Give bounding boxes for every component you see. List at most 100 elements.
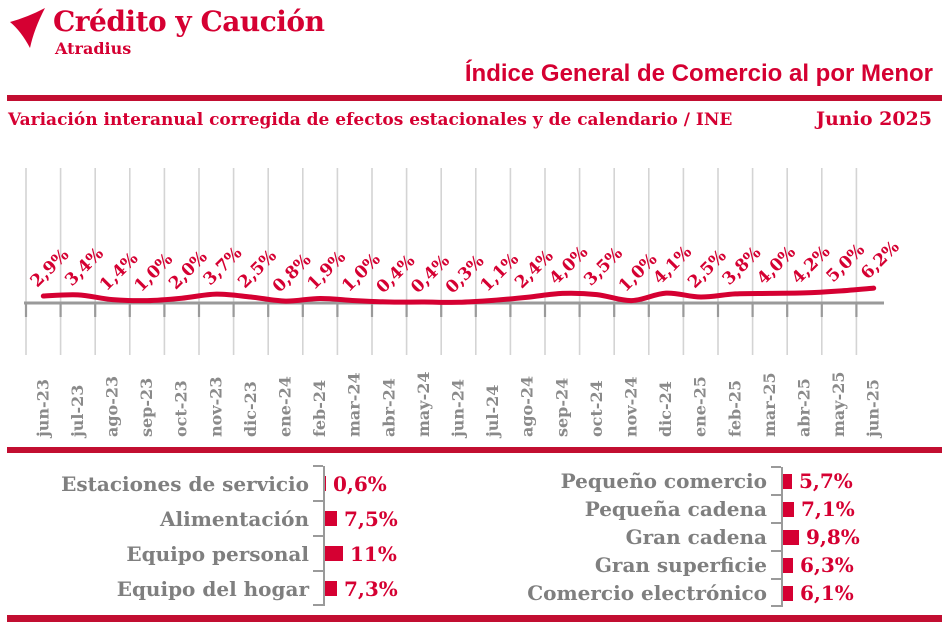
sector-bars-right: Pequeño comercio 5,7% Pequeña cadena 7,1% Gr… xyxy=(462,466,932,607)
data-label: 3,8% xyxy=(719,243,765,289)
sector-value: 7,1% xyxy=(801,497,855,521)
axis-tick xyxy=(771,466,781,468)
sector-value: 9,8% xyxy=(806,525,860,549)
sector-value: 7,5% xyxy=(344,506,398,531)
x-tick-label: jun-23 xyxy=(33,379,52,439)
sector-row: Gran superficie 6,3% xyxy=(462,550,932,579)
x-tick-label: jun-25 xyxy=(864,379,883,439)
logo-text: Crédito y Caución Atradius xyxy=(53,5,325,59)
sector-row: Pequeño comercio 5,7% xyxy=(462,466,932,495)
data-label: 4,0% xyxy=(753,242,799,288)
axis-tick xyxy=(771,578,781,580)
sector-value: 6,1% xyxy=(800,581,854,605)
bar-axis xyxy=(323,466,325,501)
sector-bar xyxy=(783,529,799,545)
bar-axis xyxy=(781,523,783,551)
axis-tick xyxy=(771,605,781,607)
sector-label: Estaciones de servicio xyxy=(61,471,309,496)
x-tick-label: feb-25 xyxy=(725,380,744,437)
axis-tick xyxy=(771,494,781,496)
divider-top xyxy=(7,95,942,101)
sector-row: Alimentación 7,5% xyxy=(8,500,478,536)
data-label: 6,2% xyxy=(857,237,903,283)
sector-label: Equipo personal xyxy=(126,541,309,566)
sector-label: Pequeño comercio xyxy=(560,469,767,493)
x-tick-label: oct-24 xyxy=(587,380,606,437)
data-label: 4,2% xyxy=(788,242,834,288)
x-tick-label: oct-23 xyxy=(172,380,191,437)
axis-tick xyxy=(771,550,781,552)
x-tick-label: jun-24 xyxy=(449,379,468,439)
sector-label: Gran cadena xyxy=(625,525,767,549)
x-tick-label: mar-24 xyxy=(345,372,364,437)
divider-bottom xyxy=(7,615,942,622)
sector-row: Pequeña cadena 7,1% xyxy=(462,494,932,523)
atradius-bird-icon xyxy=(10,8,45,48)
axis-tick xyxy=(313,604,323,606)
sector-value: 7,3% xyxy=(344,576,398,601)
chart-subtitle: Variación interanual corregida de efecto… xyxy=(8,110,733,130)
bar-axis xyxy=(781,551,783,579)
sector-row: Equipo personal 11% xyxy=(8,535,478,571)
sector-row: Comercio electrónico 6,1% xyxy=(462,578,932,607)
x-tick-label: may-25 xyxy=(829,372,848,438)
retail-index-line-chart: jun-23 jul-23 ago-23 sep-23 oct-23 nov-23 dic-… xyxy=(24,168,904,439)
sector-value: 5,7% xyxy=(799,469,853,493)
logo-subbrand: Atradius xyxy=(55,39,132,58)
trend-line xyxy=(40,285,877,305)
x-tick-label: sep-24 xyxy=(552,378,571,437)
x-tick-label: feb-24 xyxy=(310,380,329,437)
sector-row: Estaciones de servicio 0,6% xyxy=(8,465,478,501)
sector-bar xyxy=(783,585,793,601)
sector-bars-left: Estaciones de servicio 0,6% Alimentación 7,… xyxy=(8,465,478,606)
page-title: Índice General de Comercio al por Menor xyxy=(464,60,933,87)
sector-row: Equipo del hogar 7,3% xyxy=(8,570,478,606)
x-tick-label: dic-23 xyxy=(241,381,260,437)
axis-tick xyxy=(313,570,323,572)
x-tick-label: ago-23 xyxy=(103,376,122,437)
x-tick-label: ago-24 xyxy=(518,376,537,437)
bar-axis xyxy=(781,467,783,495)
logo-brand: Crédito y Caución xyxy=(53,5,325,38)
x-tick-label: nov-24 xyxy=(622,376,641,437)
sector-bar xyxy=(325,581,337,596)
sector-label: Alimentación xyxy=(160,506,309,531)
x-tick-label: mar-25 xyxy=(760,372,779,437)
data-label: 0,4% xyxy=(373,251,419,297)
axis-tick xyxy=(313,500,323,502)
bar-axis xyxy=(323,536,325,571)
x-tick-label: jul-24 xyxy=(483,385,502,439)
sector-label: Gran superficie xyxy=(594,553,767,577)
bar-axis xyxy=(323,571,325,606)
divider-middle xyxy=(7,447,942,453)
logo: Crédito y Caución Atradius xyxy=(8,5,325,59)
data-label: 1,0% xyxy=(130,250,176,296)
x-tick-label: jul-23 xyxy=(68,385,87,439)
period-label: Junio 2025 xyxy=(815,108,932,130)
x-tick-label: dic-24 xyxy=(656,381,675,437)
x-tick-label: abr-24 xyxy=(379,378,398,437)
sector-bar xyxy=(325,476,326,491)
bar-axis xyxy=(323,501,325,536)
x-tick-label: sep-23 xyxy=(137,378,156,437)
axis-tick xyxy=(313,465,323,467)
sector-label: Pequeña cadena xyxy=(584,497,767,521)
bar-axis xyxy=(781,579,783,607)
axis-tick xyxy=(313,535,323,537)
sector-bar xyxy=(325,511,337,526)
data-label: 0,4% xyxy=(407,251,453,297)
x-tick-label: nov-23 xyxy=(206,376,225,437)
sector-bar xyxy=(783,557,793,573)
sector-label: Comercio electrónico xyxy=(527,581,767,605)
axis-tick xyxy=(771,522,781,524)
data-label: 2,9% xyxy=(27,245,73,291)
bar-axis xyxy=(781,495,783,523)
sector-value: 6,3% xyxy=(800,553,854,577)
x-tick-label: abr-25 xyxy=(795,378,814,437)
data-label: 0,3% xyxy=(442,251,488,297)
sector-value: 11% xyxy=(350,541,397,566)
sector-bar xyxy=(783,473,792,489)
sector-bar xyxy=(783,501,794,517)
x-tick-label: ene-24 xyxy=(276,376,295,437)
